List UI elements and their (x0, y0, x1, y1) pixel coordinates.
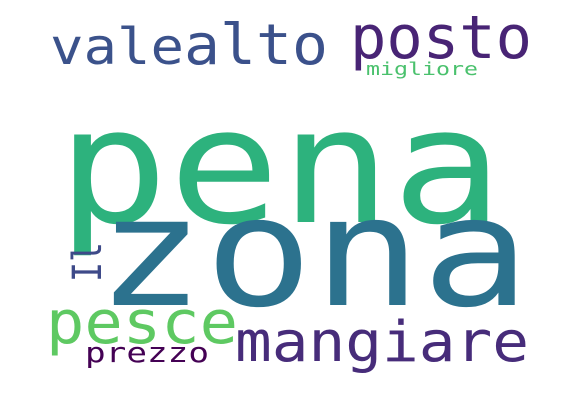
word-alto: alto (184, 13, 328, 78)
word-zona: zona (96, 164, 530, 341)
word-posto: posto (350, 3, 532, 73)
word-prezzo: prezzo (85, 336, 209, 369)
word-mangiare: mangiare (235, 310, 529, 375)
word-vale: vale (50, 18, 184, 76)
word-pesce: pesce (46, 288, 238, 358)
word-pena: pena (57, 73, 503, 260)
word-il: Il (65, 242, 111, 282)
word-migliore: migliore (366, 59, 478, 80)
